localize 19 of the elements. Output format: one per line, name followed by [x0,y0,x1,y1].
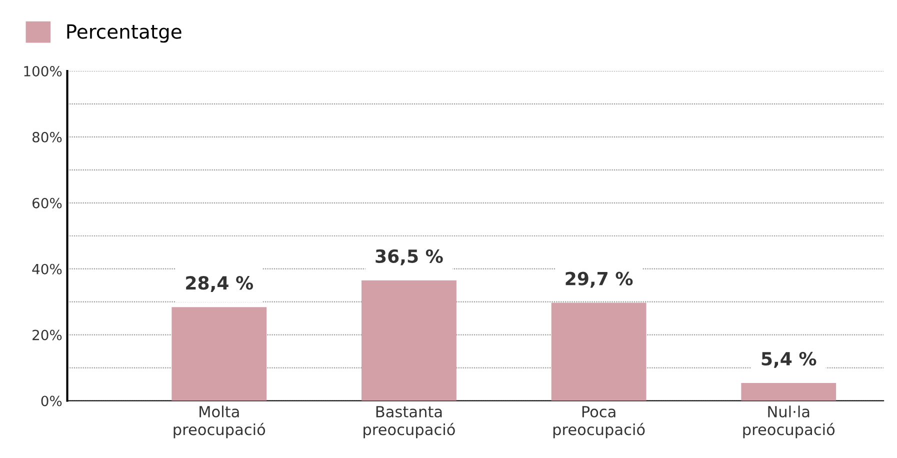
y-tick-label: 100% [24,66,62,76]
bar [741,382,836,401]
x-tick-label: Nul·la preocupació [743,406,835,438]
x-tick-label: Poca preocupació [553,406,645,438]
y-tick-label: 80% [32,132,62,142]
bar [551,302,646,401]
bar [362,280,456,401]
data-label: 28,4 % [186,276,254,292]
data-label: 36,5 % [376,249,443,266]
y-tick-label: 60% [32,198,62,208]
bar [172,307,267,401]
data-label: 5,4 % [762,352,816,368]
x-tick-label: Molta preocupació [174,406,266,438]
data-label: 29,7 % [566,272,633,288]
legend-label: Percentatge [67,24,182,43]
x-tick-label: Bastanta preocupació [364,406,455,438]
y-tick-label: 20% [32,330,62,340]
y-tick-label: 0% [41,396,62,406]
y-tick-label: 40% [32,264,62,274]
